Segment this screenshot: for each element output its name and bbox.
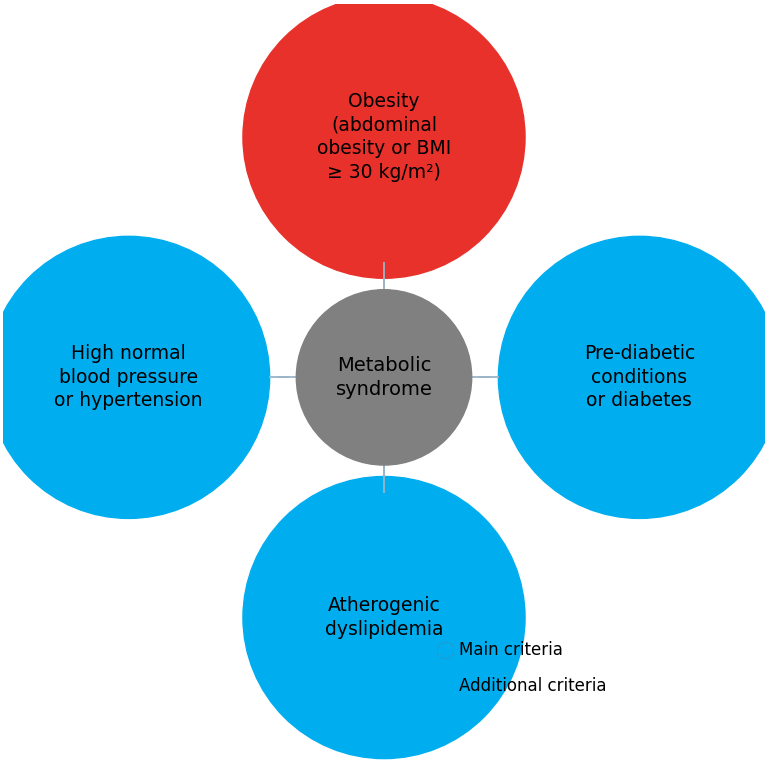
- Text: Obesity
(abdominal
obesity or BMI
≥ 30 kg/m²): Obesity (abdominal obesity or BMI ≥ 30 k…: [317, 92, 451, 182]
- Circle shape: [243, 0, 525, 278]
- Text: High normal
blood pressure
or hypertension: High normal blood pressure or hypertensi…: [55, 344, 203, 410]
- Circle shape: [0, 236, 270, 518]
- Circle shape: [243, 477, 525, 758]
- Text: Metabolic
syndrome: Metabolic syndrome: [336, 357, 432, 399]
- Circle shape: [296, 290, 472, 465]
- Text: Atherogenic
dyslipidemia: Atherogenic dyslipidemia: [325, 596, 443, 639]
- Point: [439, 644, 451, 656]
- Point: [439, 644, 451, 656]
- Text: Main criteria: Main criteria: [458, 641, 563, 658]
- Text: Pre-diabetic
conditions
or diabetes: Pre-diabetic conditions or diabetes: [584, 344, 695, 410]
- Circle shape: [498, 236, 768, 518]
- Text: Additional criteria: Additional criteria: [458, 677, 606, 695]
